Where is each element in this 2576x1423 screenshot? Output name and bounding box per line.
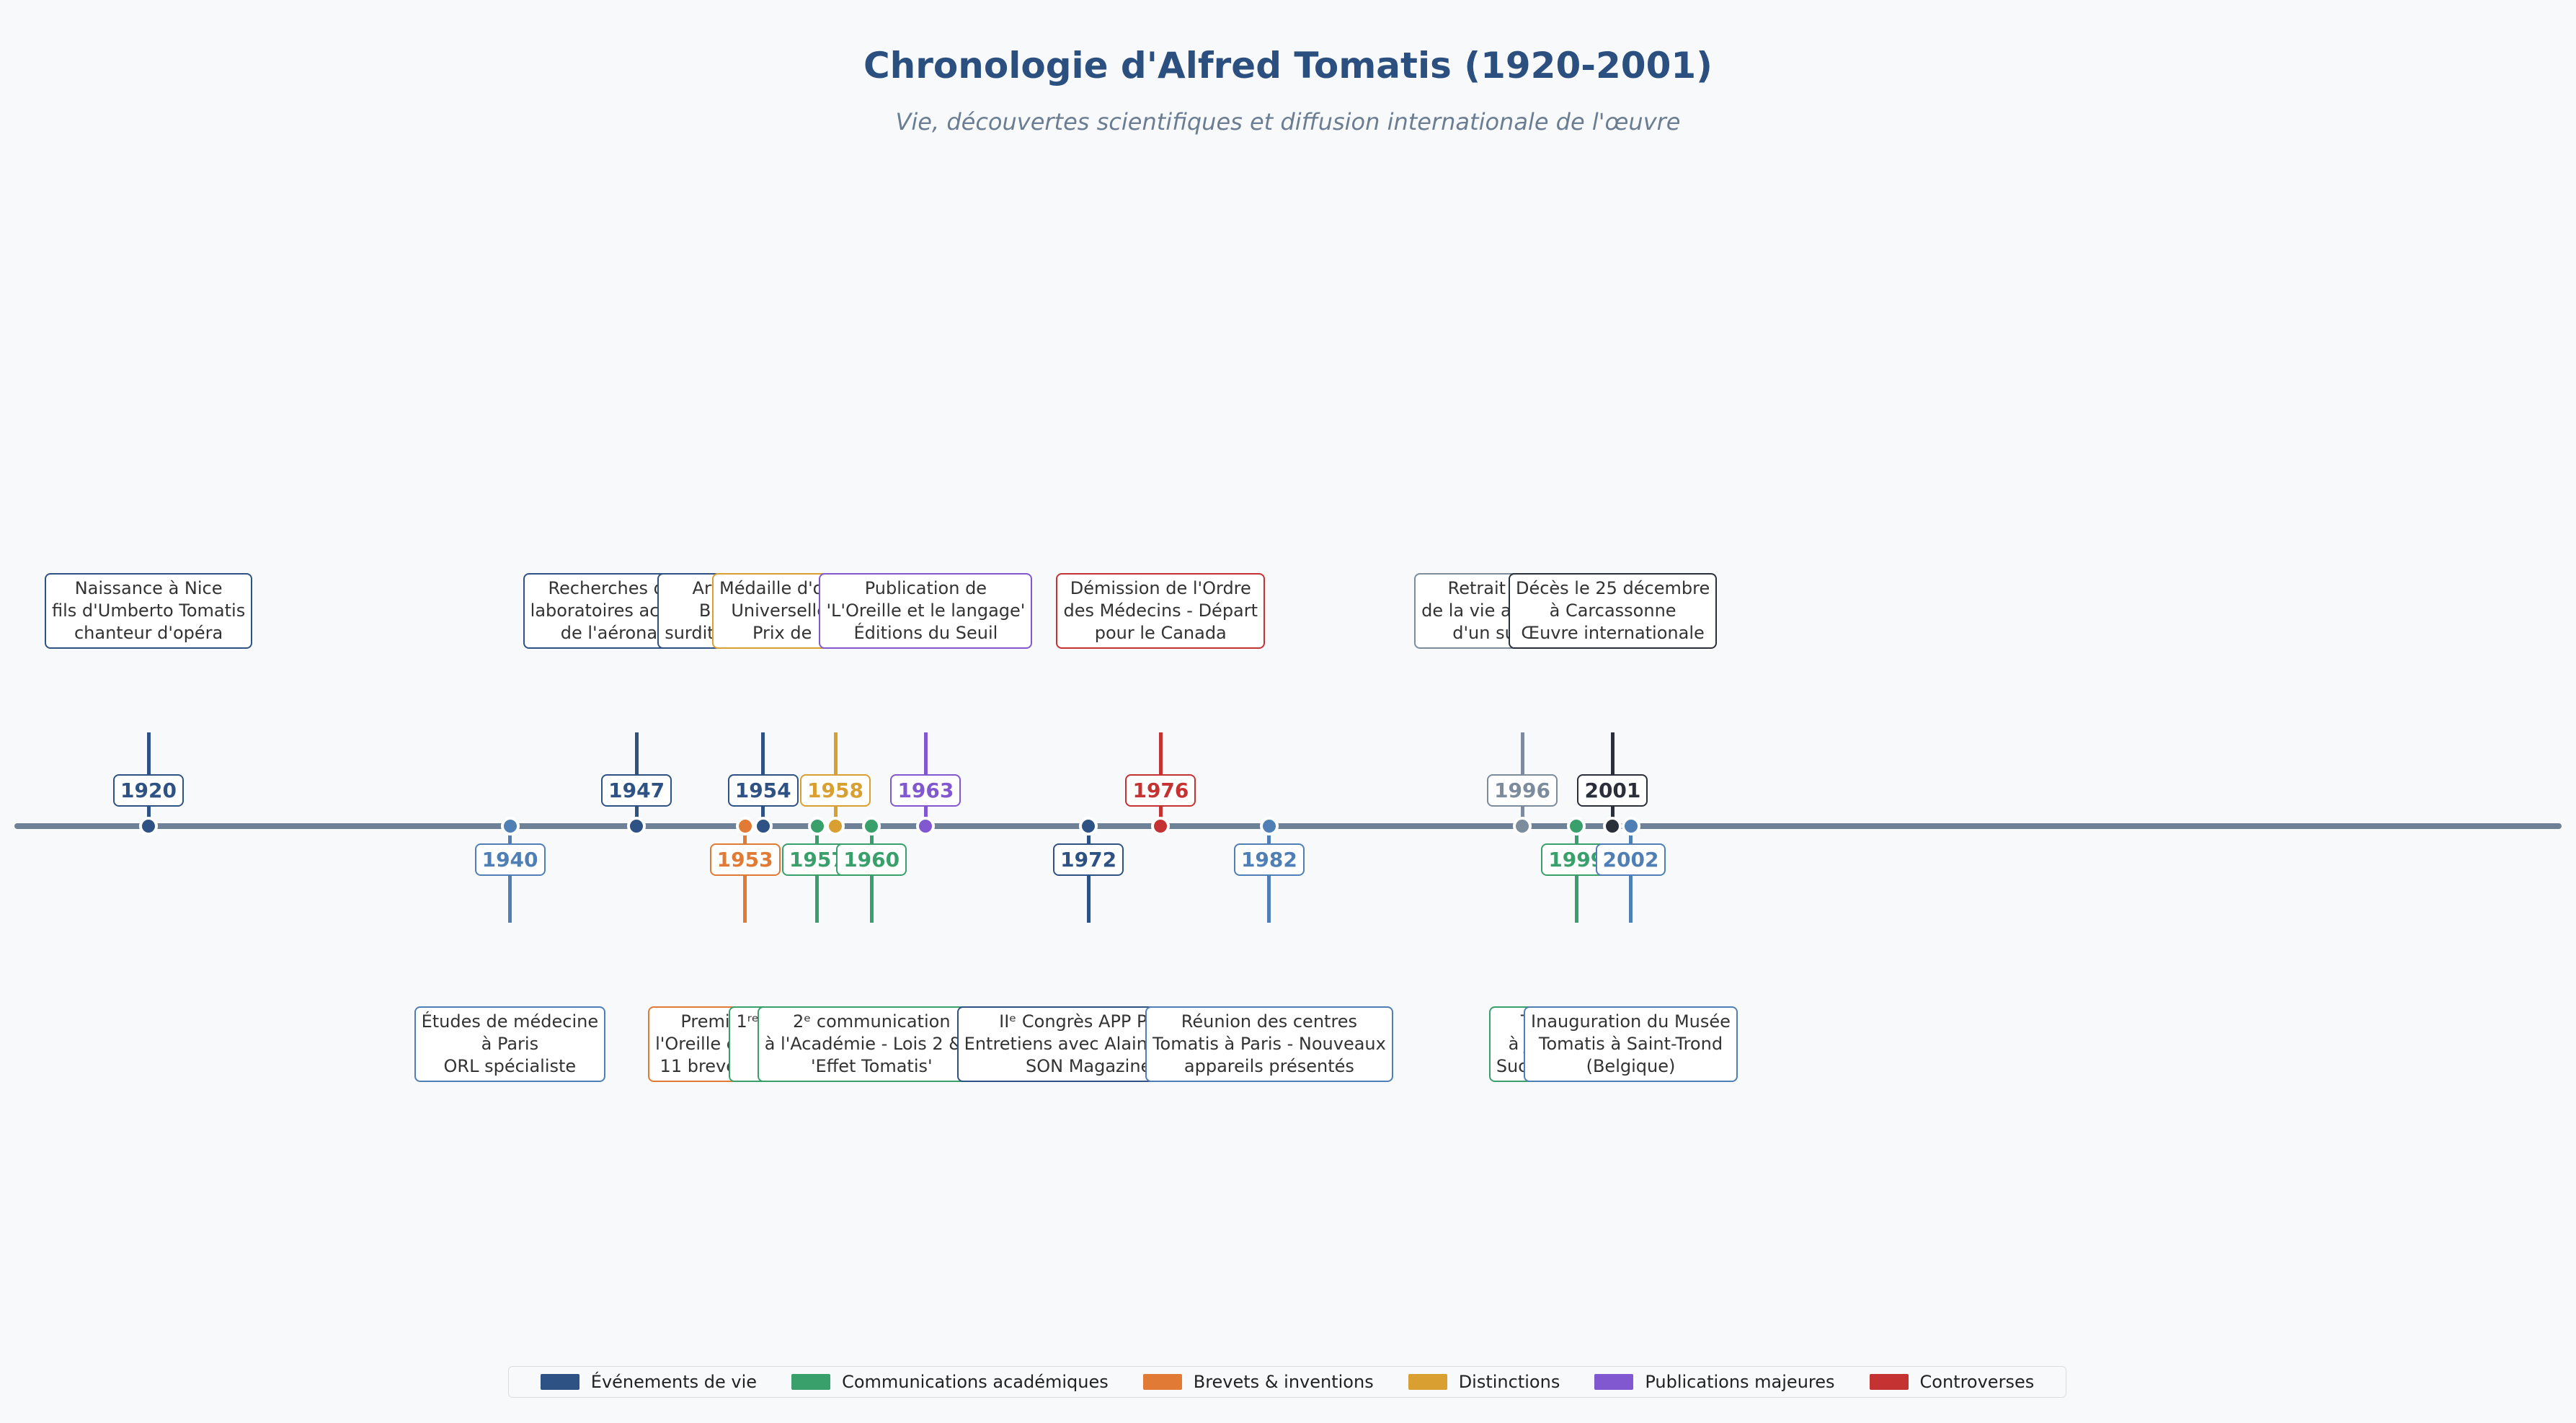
legend-swatch	[1869, 1374, 1909, 1390]
event-dot[interactable]	[500, 817, 520, 835]
event-description-line: SON Magazine	[1025, 1056, 1152, 1076]
event-year-label: 1953	[709, 843, 781, 876]
legend-swatch	[1142, 1374, 1182, 1390]
event-description-line: pour le Canada	[1094, 623, 1227, 643]
chart-subtitle: Vie, découvertes scientifiques et diffus…	[895, 108, 1681, 136]
event-description-line: chanteur d'opéra	[74, 623, 223, 643]
legend-item-acad: Communications académiques	[791, 1372, 1109, 1392]
event-year-label: 1963	[890, 774, 961, 807]
event-description-line: Décès le 25 décembre	[1515, 578, 1710, 598]
event-year-label: 1940	[474, 843, 546, 876]
event-description-line: ORL spécialiste	[443, 1056, 577, 1076]
event-dot[interactable]	[916, 817, 936, 835]
event-description-box: Publication de 'L'Oreille et le langage' É…	[819, 573, 1033, 649]
legend-label: Brevets & inventions	[1193, 1372, 1374, 1392]
event-description-box: Inauguration du Musée Tomatis à Saint-Tro…	[1524, 1006, 1738, 1082]
legend-swatch	[791, 1374, 831, 1390]
event-description-line: à Paris	[481, 1034, 539, 1054]
event-description-box: Réunion des centres Tomatis à Paris - Nou…	[1145, 1006, 1393, 1082]
event-dot[interactable]	[1079, 817, 1098, 835]
legend-label: Communications académiques	[842, 1372, 1109, 1392]
legend-label: Distinctions	[1458, 1372, 1560, 1392]
event-dot[interactable]	[1259, 817, 1279, 835]
event-dot[interactable]	[1513, 817, 1532, 835]
event-description-line: Tomatis à Paris - Nouveaux	[1152, 1034, 1386, 1054]
legend-item-dist: Distinctions	[1408, 1372, 1560, 1392]
event-description-line: fils d'Umberto Tomatis	[52, 600, 246, 621]
event-dot[interactable]	[1151, 817, 1171, 835]
legend-item-contro: Controverses	[1869, 1372, 2035, 1392]
event-dot[interactable]	[735, 817, 755, 835]
event-year-label: 1982	[1233, 843, 1305, 876]
event-description-line: Publication de	[864, 578, 987, 598]
legend-swatch	[540, 1374, 579, 1390]
event-description-line: appareils présentés	[1183, 1056, 1354, 1076]
event-description-line: à Carcassonne	[1549, 600, 1676, 621]
legend-label: Publications majeures	[1645, 1372, 1835, 1392]
event-year-label: 1976	[1125, 774, 1196, 807]
event-description-line: 'Effet Tomatis'	[810, 1056, 933, 1076]
event-description-line: 'L'Oreille et le langage'	[826, 600, 1026, 621]
event-description-box: Études de médecine à Paris ORL spécialiste	[414, 1006, 606, 1082]
event-description-line: des Médecins - Départ	[1063, 600, 1258, 621]
event-description-box: 2ᵉ communication à l'Académie - Lois 2 & …	[757, 1006, 986, 1082]
legend-item-pub: Publications majeures	[1594, 1372, 1835, 1392]
event-year-label: 1920	[113, 774, 184, 807]
event-year-label: 1947	[601, 774, 672, 807]
event-year-label: 1960	[836, 843, 907, 876]
event-dot[interactable]	[862, 817, 881, 835]
chart-title: Chronologie d'Alfred Tomatis (1920-2001)	[863, 45, 1713, 87]
event-year-label: 2001	[1577, 774, 1648, 807]
event-dot[interactable]	[826, 817, 845, 835]
event-description-line: Tomatis à Saint-Trond	[1538, 1034, 1723, 1054]
event-description-line: 2ᵉ communication	[793, 1011, 951, 1032]
event-description-box: Naissance à Nice fils d'Umberto Tomatis ch…	[45, 573, 253, 649]
event-year-label: 1996	[1487, 774, 1558, 807]
event-dot[interactable]	[1567, 817, 1586, 835]
event-year-label: 1954	[727, 774, 799, 807]
event-dot[interactable]	[627, 817, 647, 835]
legend: Événements de vie Communications académiq…	[508, 1366, 2066, 1398]
event-dot[interactable]	[1621, 817, 1640, 835]
legend-swatch	[1408, 1374, 1447, 1390]
event-description-box: Démission de l'Ordre des Médecins - Dépar…	[1056, 573, 1266, 649]
event-description-line: Études de médecine	[421, 1011, 599, 1032]
event-year-label: 1958	[800, 774, 871, 807]
event-description-line: (Belgique)	[1586, 1056, 1676, 1076]
event-dot[interactable]	[807, 817, 827, 835]
event-dot[interactable]	[139, 817, 158, 835]
legend-item-brevets: Brevets & inventions	[1142, 1372, 1374, 1392]
event-description-line: à l'Académie - Lois 2 & 3	[764, 1034, 979, 1054]
event-description-line: Éditions du Seuil	[853, 623, 998, 643]
event-description-line: Démission de l'Ordre	[1070, 578, 1251, 598]
event-description-box: Décès le 25 décembre à Carcassonne Œuvre i…	[1508, 573, 1718, 649]
legend-item-vie: Événements de vie	[540, 1372, 758, 1392]
timeline-axis	[14, 823, 2562, 829]
event-dot[interactable]	[753, 817, 773, 835]
event-year-label: 2002	[1595, 843, 1666, 876]
event-description-line: Inauguration du Musée	[1531, 1011, 1731, 1032]
event-year-label: 1972	[1053, 843, 1124, 876]
event-description-line: Réunion des centres	[1181, 1011, 1358, 1032]
event-description-line: Œuvre internationale	[1521, 623, 1705, 643]
event-description-line: Naissance à Nice	[74, 578, 223, 598]
event-dot[interactable]	[1603, 817, 1622, 835]
legend-swatch	[1594, 1374, 1634, 1390]
legend-label: Controverses	[1919, 1372, 2035, 1392]
legend-label: Événements de vie	[590, 1372, 758, 1392]
